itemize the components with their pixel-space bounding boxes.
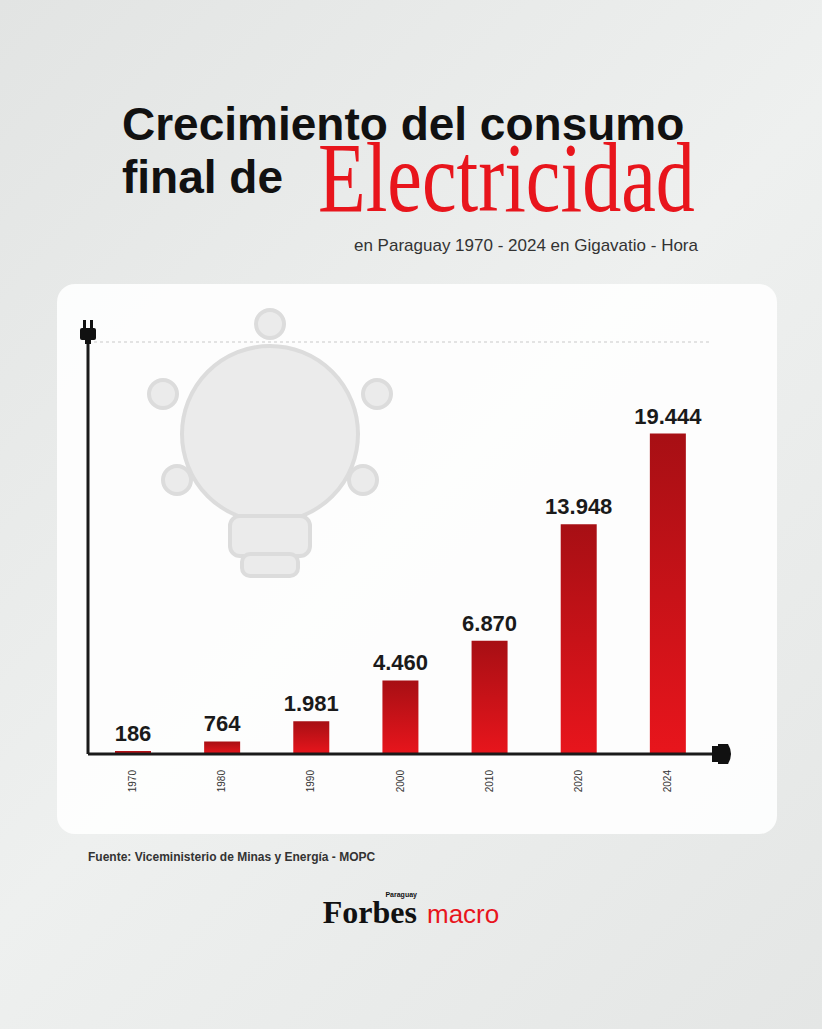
svg-text:764: 764 bbox=[204, 711, 241, 736]
svg-text:1990: 1990 bbox=[305, 770, 316, 793]
svg-text:2010: 2010 bbox=[484, 770, 495, 793]
html-text:Fuente: Viceministerio de Mina: Fuente: Viceministerio de Minas y Energí… bbox=[88, 850, 376, 864]
svg-text:19.444: 19.444 bbox=[634, 404, 702, 429]
html-text:macro: macro bbox=[427, 899, 500, 929]
svg-text:1.981: 1.981 bbox=[284, 691, 339, 716]
svg-text:2020: 2020 bbox=[573, 770, 584, 793]
html-text:Paraguay: Paraguay bbox=[385, 891, 417, 898]
svg-text:13.948: 13.948 bbox=[545, 494, 612, 519]
html-text:en Paraguay 1970 - 2024 en Gig: en Paraguay 1970 - 2024 en Gigavatio - H… bbox=[354, 236, 698, 255]
html-text:Electricidad: Electricidad bbox=[318, 122, 695, 233]
html-text:Crecimiento del consumo: Crecimiento del consumo bbox=[122, 98, 685, 150]
html-text:Forbes: Forbes bbox=[322, 894, 417, 930]
svg-text:186: 186 bbox=[115, 721, 152, 746]
svg-text:4.460: 4.460 bbox=[373, 650, 428, 675]
html-text:final de: final de bbox=[122, 151, 283, 203]
svg-text:2024: 2024 bbox=[662, 770, 673, 793]
svg-text:2000: 2000 bbox=[395, 770, 406, 793]
svg-text:1980: 1980 bbox=[216, 770, 227, 793]
svg-text:6.870: 6.870 bbox=[462, 611, 517, 636]
svg-text:1970: 1970 bbox=[127, 770, 138, 793]
